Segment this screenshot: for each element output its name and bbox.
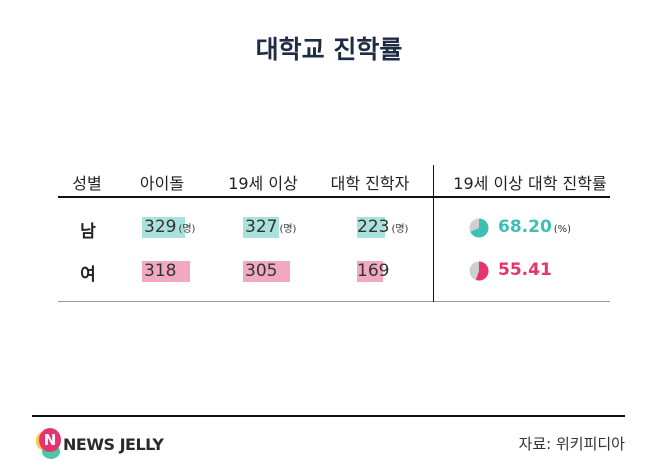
unit: (명) — [391, 224, 409, 235]
value: 55.41 — [498, 260, 552, 280]
bar-male-idol — [142, 217, 185, 238]
page-title: 대학교 진학률 — [255, 35, 403, 64]
footer-divider — [32, 415, 625, 417]
header-divider — [58, 196, 610, 198]
unit: (%) — [553, 224, 572, 235]
rate-male: 68.20 (%) — [498, 217, 571, 237]
cell-female-college: 169 — [357, 261, 390, 281]
logo-letter: N — [39, 428, 61, 452]
header-gender: 성별 — [72, 174, 102, 193]
column-divider — [433, 165, 434, 302]
value: 223 — [357, 217, 390, 237]
source-text: 자료: 위키피디아 — [518, 435, 625, 453]
cell-male-college: 223 (명) — [357, 217, 408, 237]
bar-female-idol — [142, 261, 190, 282]
row-label-male: 남 — [80, 222, 96, 242]
brand-name: NEWS JELLY — [63, 435, 164, 454]
value: 68.20 — [498, 217, 552, 237]
pie-male — [469, 218, 489, 238]
unit: (명) — [279, 224, 297, 235]
table-bottom-line — [58, 301, 610, 302]
bar-male-over19 — [243, 217, 279, 238]
bar-female-over19 — [243, 261, 290, 282]
value: 329 — [144, 217, 177, 237]
row-label-female: 여 — [80, 265, 96, 285]
bar-male-college — [357, 217, 385, 238]
cell-male-over19: 327 (명) — [245, 217, 296, 237]
value: 327 — [245, 217, 278, 237]
news-jelly-logo-icon: N — [36, 428, 62, 460]
bar-female-college — [357, 261, 383, 282]
cell-male-idol: 329 (명) — [144, 217, 195, 237]
pie-slice-male — [470, 218, 489, 238]
pie-slice-female — [475, 261, 489, 281]
header-idol: 아이돌 — [139, 174, 185, 193]
cell-female-over19: 305 — [245, 261, 278, 281]
rate-female: 55.41 — [498, 260, 552, 280]
header-college: 대학 진학자 — [330, 174, 410, 193]
header-rate: 19세 이상 대학 진학률 — [453, 174, 607, 193]
header-over19: 19세 이상 — [228, 174, 298, 193]
cell-female-idol: 318 — [144, 261, 177, 281]
pie-female — [469, 261, 489, 281]
unit: (명) — [178, 224, 196, 235]
